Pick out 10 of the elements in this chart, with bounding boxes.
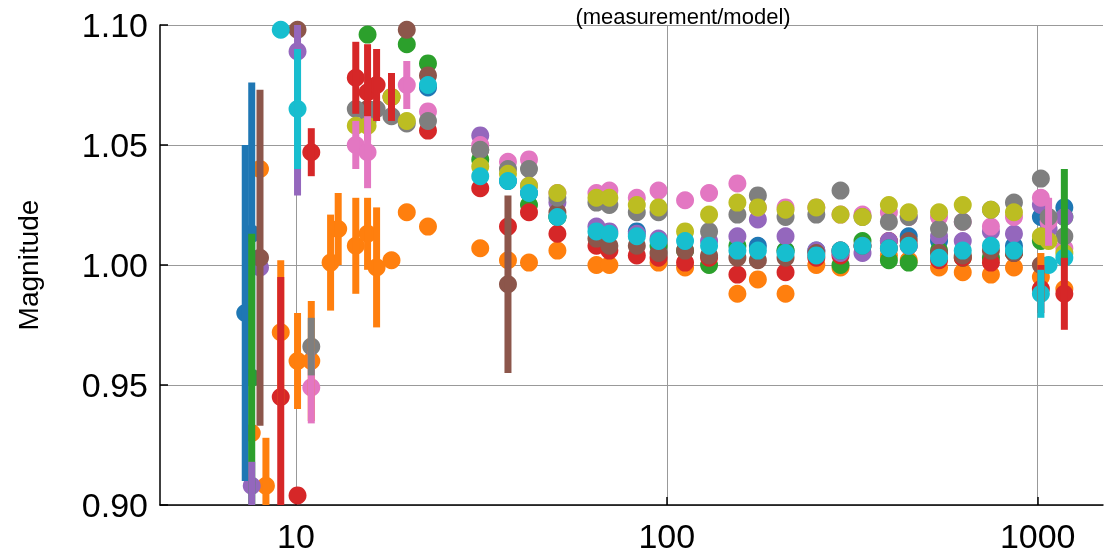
y-tick-label: 1.05	[81, 126, 148, 164]
x-tick-label: 1000	[999, 517, 1076, 553]
y-tick-label: 1.10	[81, 6, 148, 44]
y-tick-label: 1.00	[81, 246, 148, 284]
chart-title: (measurement/model)	[575, 3, 791, 29]
x-tick-label: 10	[277, 517, 315, 553]
y-tick-label: 0.95	[81, 366, 148, 404]
x-tick-label: 100	[638, 517, 696, 553]
y-axis-title: Magnitude	[12, 199, 44, 331]
y-tick-label: 0.90	[81, 486, 148, 524]
